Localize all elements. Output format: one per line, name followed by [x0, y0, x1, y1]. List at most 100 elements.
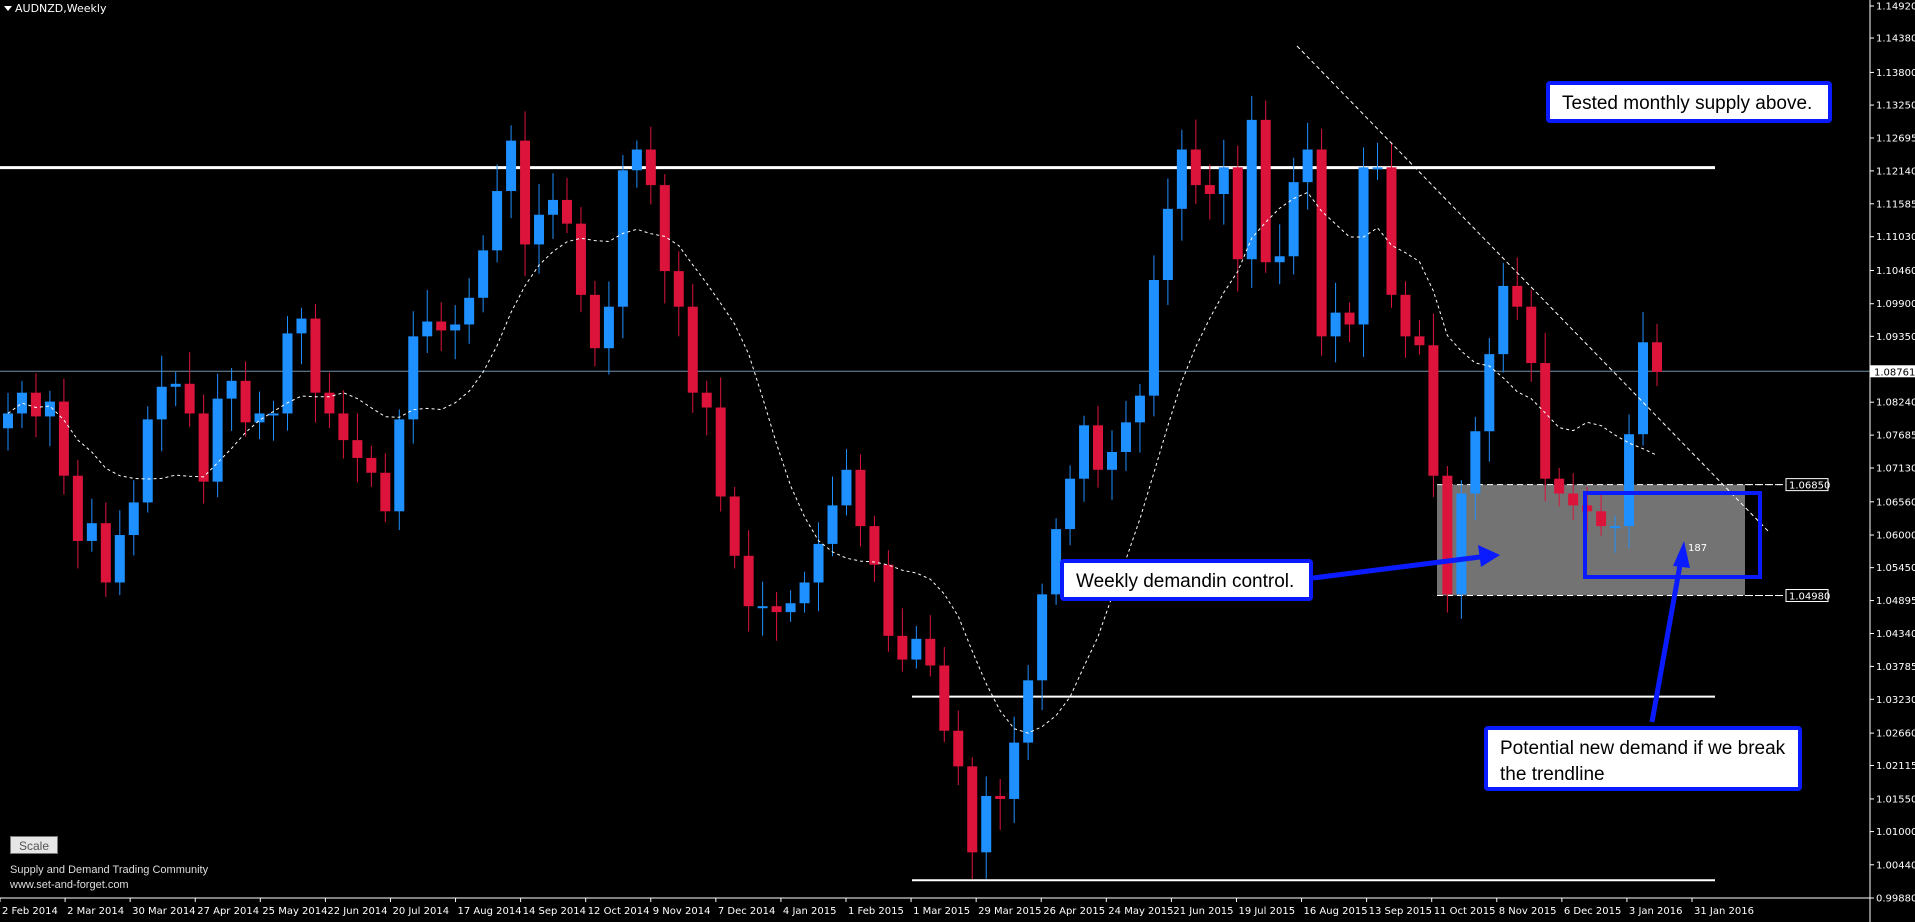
time-tick-label: 11 Oct 2015: [1434, 906, 1496, 917]
bear-candle: [1442, 475, 1453, 595]
bull-candle: [1372, 167, 1383, 170]
bull-candle: [296, 318, 307, 334]
bear-candle: [1344, 312, 1355, 325]
moving-average: [7, 191, 1658, 734]
price-tick-label: 1.06000: [1876, 531, 1915, 542]
bull-candle: [1330, 312, 1341, 337]
price-tick-label: 1.09900: [1876, 299, 1915, 310]
bear-candle: [436, 321, 447, 331]
bear-candle: [1596, 511, 1607, 527]
trendline: [1296, 45, 1771, 534]
time-tick-label: 19 Jul 2015: [1238, 906, 1295, 917]
callout-supply: Tested monthly supply above.: [1546, 81, 1832, 123]
bull-candle: [422, 321, 433, 337]
bear-candle: [869, 526, 880, 565]
time-tick-label: 3 Jan 2016: [1629, 906, 1683, 917]
bull-candle: [799, 582, 810, 604]
callout-demand: Weekly demandin control.: [1060, 559, 1313, 601]
bear-candle: [1414, 336, 1425, 346]
zone-price-label: 1.04980: [1789, 592, 1830, 603]
bear-candle: [184, 383, 195, 414]
bear-candle: [324, 392, 335, 414]
bull-candle: [114, 535, 125, 583]
bull-candle: [617, 170, 628, 307]
price-tick-label: 1.13250: [1876, 101, 1915, 112]
footer-community: Supply and Demand Trading Community: [10, 864, 209, 876]
bull-candle: [1162, 208, 1173, 281]
bull-candle: [548, 199, 559, 215]
price-tick-label: 1.09350: [1876, 332, 1915, 343]
bull-candle: [1106, 452, 1117, 470]
bull-candle: [1051, 529, 1062, 595]
bull-candle: [268, 413, 279, 416]
zone-label-box: [1785, 589, 1829, 603]
zone-label-box: [1785, 478, 1829, 492]
bull-candle: [981, 795, 992, 853]
time-tick-label: 2 Feb 2014: [2, 906, 58, 917]
bull-candle: [534, 214, 545, 245]
bear-candle: [1093, 425, 1104, 470]
time-tick-label: 14 Sep 2014: [523, 906, 586, 917]
bear-candle: [939, 665, 950, 731]
time-tick-label: 1 Feb 2015: [848, 906, 904, 917]
bull-candle: [1358, 167, 1369, 325]
bear-candle: [1568, 493, 1579, 506]
current-price-tag: [1870, 365, 1915, 378]
bull-candle: [911, 638, 922, 660]
box-label: 187: [1688, 543, 1707, 554]
bull-candle: [1456, 493, 1467, 595]
bear-candle: [338, 413, 349, 441]
scale-button[interactable]: Scale: [10, 836, 58, 854]
time-tick-label: 17 Aug 2014: [458, 906, 522, 917]
arrow-shaft: [1649, 564, 1683, 723]
bear-candle: [1190, 149, 1201, 186]
price-tick-label: 1.14380: [1876, 34, 1915, 45]
bull-candle: [464, 297, 475, 325]
bear-candle: [925, 638, 936, 666]
time-tick-label: 22 Jun 2014: [327, 906, 387, 917]
time-tick-label: 21 Jun 2015: [1173, 906, 1233, 917]
bear-candle: [1204, 185, 1215, 195]
time-tick-label: 16 Aug 2015: [1304, 906, 1368, 917]
price-tick-label: 0.99880: [1876, 894, 1915, 905]
bear-candle: [645, 149, 656, 186]
moving-average-line: [7, 191, 1658, 734]
bull-candle: [1079, 425, 1090, 479]
bull-candle: [1624, 434, 1635, 527]
potential-demand-box: [1583, 491, 1762, 579]
bull-candle: [156, 386, 167, 420]
dropdown-triangle-icon[interactable]: [4, 6, 12, 11]
bull-candle: [1610, 526, 1621, 529]
bull-candle: [813, 543, 824, 583]
bull-candle: [44, 401, 55, 417]
bull-candle: [785, 603, 796, 613]
bull-candle: [1498, 285, 1509, 355]
bull-candle: [3, 413, 13, 429]
bear-candle: [310, 318, 321, 393]
bear-candle: [1386, 167, 1397, 295]
bull-candle: [1288, 182, 1299, 257]
price-tick-label: 1.01000: [1876, 827, 1915, 838]
annotation-overlay: 187: [1296, 45, 1771, 723]
bear-candle: [1428, 345, 1439, 476]
bull-candle: [1218, 167, 1229, 195]
bull-candle: [841, 469, 852, 506]
bull-candle: [1302, 149, 1313, 183]
bear-candle: [771, 606, 782, 613]
bear-candle: [352, 440, 363, 458]
time-axis: 2 Feb 2014 2 Mar 2014 30 Mar 2014 27 Apr 20…: [0, 897, 1870, 917]
bull-candle: [1120, 422, 1131, 452]
bull-candle: [212, 398, 223, 482]
time-tick-label: 7 Dec 2014: [718, 906, 776, 917]
bear-candle: [366, 457, 377, 473]
bear-candle: [30, 392, 41, 417]
bear-candle: [1316, 149, 1327, 337]
price-tick-label: 1.08240: [1876, 398, 1915, 409]
arrow-shaft: [1312, 554, 1481, 581]
bull-candle: [492, 191, 503, 251]
price-axis: 1.14920 1.14380 1.13800 1.13250 1.12695 1.121…: [1745, 0, 1915, 922]
bear-candle: [520, 140, 531, 245]
bull-candle: [1246, 119, 1257, 260]
bull-candle: [1638, 342, 1649, 435]
